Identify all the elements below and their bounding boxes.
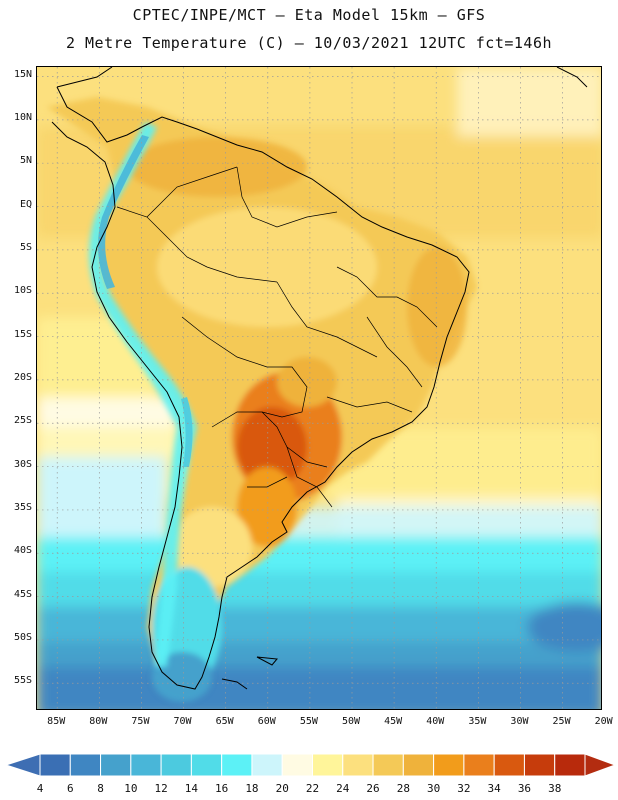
colorbar-label: 6 bbox=[66, 782, 74, 795]
longitude-tick-label: 50W bbox=[341, 716, 361, 727]
map-title: CPTEC/INPE/MCT – Eta Model 15km – GFS bbox=[132, 6, 486, 24]
colorbar-cell bbox=[463, 753, 495, 777]
longitude-tick-label: 85W bbox=[47, 716, 66, 727]
colorbar-label: 24 bbox=[336, 782, 350, 795]
latitude-tick-label: 5S bbox=[19, 241, 32, 253]
latitude-tick-label: 45S bbox=[13, 588, 32, 600]
latitude-tick-label: EQ bbox=[19, 198, 32, 210]
latitude-tick-label: 50S bbox=[13, 631, 32, 643]
map-subtitle: 2 Metre Temperature (C) – 10/03/2021 12U… bbox=[65, 34, 553, 52]
colorbar-label: 20 bbox=[275, 782, 289, 795]
longitude-tick-label: 20W bbox=[594, 716, 613, 727]
colorbar-cell bbox=[39, 753, 71, 777]
colorbar-cell bbox=[493, 753, 525, 777]
colorbar-label: 38 bbox=[548, 782, 562, 795]
colorbar-label: 22 bbox=[305, 782, 320, 795]
latitude-tick-label: 15S bbox=[13, 328, 32, 340]
colorbar-label: 10 bbox=[124, 782, 138, 795]
latitude-tick-label: 30S bbox=[13, 458, 32, 470]
longitude-tick-label: 25W bbox=[552, 716, 571, 727]
colorbar-cell bbox=[221, 753, 253, 777]
latitude-tick-label: 40S bbox=[13, 545, 32, 557]
latitude-tick-label: 10N bbox=[13, 111, 32, 123]
latitude-tick-label: 55S bbox=[13, 675, 32, 687]
colorbar-cell bbox=[69, 753, 102, 777]
colorbar-cell bbox=[433, 753, 465, 777]
colorbar-cell bbox=[372, 753, 404, 777]
latitude-tick-label: 10S bbox=[13, 285, 32, 297]
colorbar-label: 34 bbox=[487, 782, 501, 795]
longitude-tick-label: 40W bbox=[426, 716, 445, 727]
colorbar-cell bbox=[281, 753, 314, 777]
coastlines bbox=[51, 67, 588, 690]
colorbar-label: 14 bbox=[184, 782, 198, 795]
colorbar-cell bbox=[160, 753, 192, 777]
colorbar-label: 8 bbox=[97, 782, 104, 795]
latitude-tick-label: 15N bbox=[13, 68, 32, 80]
colorbar-cell bbox=[523, 753, 556, 777]
temperature-map bbox=[36, 66, 602, 710]
colorbar-label: 32 bbox=[457, 782, 471, 795]
longitude-tick-label: 80W bbox=[89, 716, 108, 727]
colorbar-label: 26 bbox=[366, 782, 380, 795]
longitude-tick-label: 35W bbox=[468, 716, 487, 727]
colorbar-low-arrow bbox=[4, 753, 41, 777]
colorbar-label: 36 bbox=[517, 782, 532, 795]
colorbar-cell bbox=[402, 753, 435, 777]
colorbar-cell bbox=[251, 753, 283, 777]
colorbar-cell bbox=[130, 753, 162, 777]
latitude-tick-label: 25S bbox=[13, 415, 32, 427]
color-scale-bar bbox=[4, 753, 617, 777]
colorbar-label: 28 bbox=[396, 782, 410, 795]
map-canvas bbox=[37, 67, 601, 709]
colorbar-cell bbox=[190, 753, 223, 777]
colorbar-cell bbox=[554, 753, 586, 777]
longitude-tick-label: 55W bbox=[299, 716, 318, 727]
latitude-tick-label: 35S bbox=[13, 501, 32, 513]
colorbar-label: 16 bbox=[215, 782, 229, 795]
colorbar-cell bbox=[312, 753, 344, 777]
colorbar-label: 12 bbox=[154, 782, 168, 795]
colorbar-label: 4 bbox=[36, 782, 44, 795]
longitude-tick-label: 65W bbox=[215, 716, 234, 727]
longitude-tick-label: 45W bbox=[384, 716, 403, 727]
longitude-tick-label: 60W bbox=[257, 716, 276, 727]
colorbar-label: 30 bbox=[426, 782, 441, 795]
latitude-tick-label: 20S bbox=[13, 371, 32, 383]
latitude-tick-label: 5N bbox=[19, 155, 32, 167]
colorbar-cell bbox=[100, 753, 132, 777]
longitude-tick-label: 30W bbox=[510, 716, 529, 727]
colorbar-label: 18 bbox=[245, 782, 259, 795]
colorbar-cell bbox=[342, 753, 374, 777]
colorbar-high-arrow bbox=[584, 753, 617, 777]
longitude-tick-label: 75W bbox=[131, 716, 150, 727]
longitude-tick-label: 70W bbox=[173, 716, 192, 727]
country-borders bbox=[116, 166, 438, 508]
temperature-field bbox=[37, 67, 601, 709]
